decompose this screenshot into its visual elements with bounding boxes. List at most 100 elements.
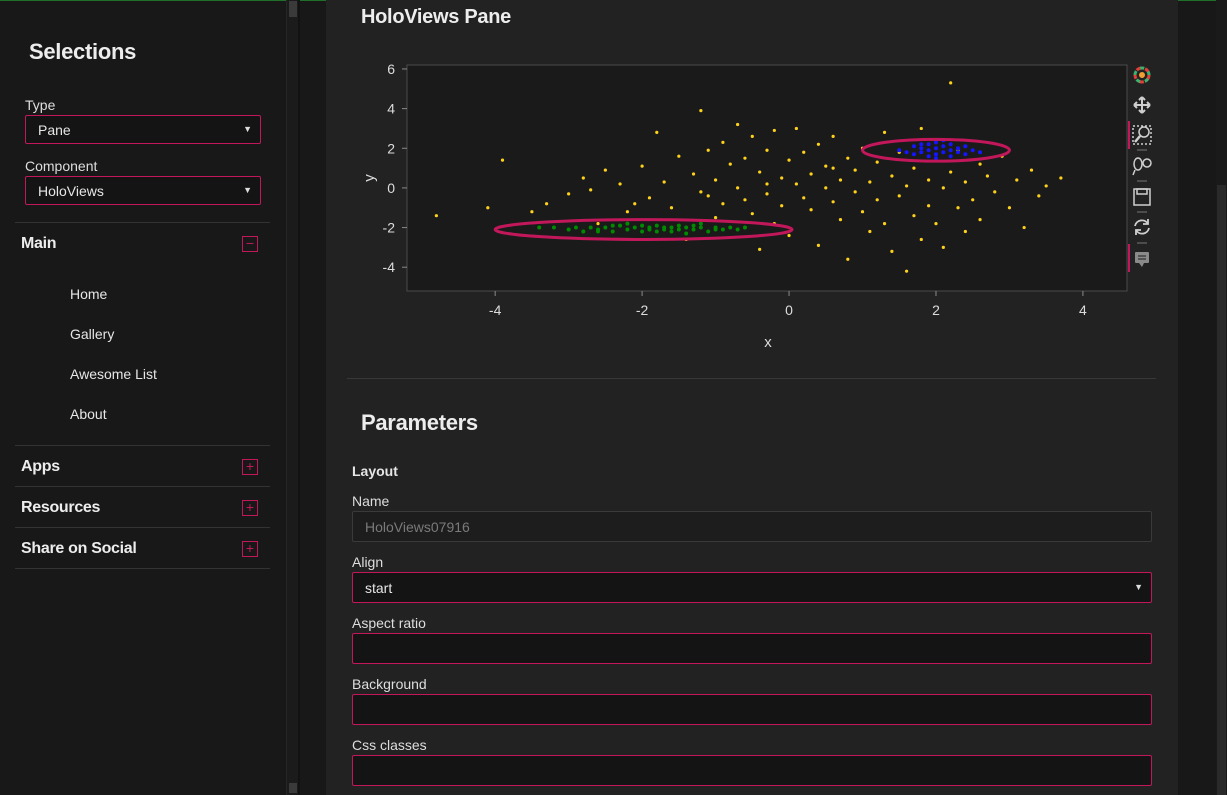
scatter-point (948, 142, 953, 147)
scatter-point (596, 229, 601, 234)
y-tick-label: 4 (387, 101, 395, 117)
scatter-point (662, 180, 666, 184)
aspect-ratio-field[interactable] (352, 633, 1152, 664)
scatter-point (780, 204, 784, 208)
background-label: Background (352, 676, 427, 692)
scatter-point (633, 202, 637, 206)
scatter-point (963, 229, 967, 234)
scatter-point (691, 223, 696, 228)
scatter-point (780, 176, 784, 180)
scatter-point (971, 198, 975, 202)
scatter-point (838, 218, 843, 222)
plot-area[interactable] (406, 64, 1128, 292)
scatter-point (706, 148, 710, 152)
background-field[interactable] (352, 694, 1152, 725)
section-resources[interactable]: Resources + (15, 486, 270, 527)
chevron-down-icon: ▼ (243, 185, 252, 195)
align-select-value: start (365, 580, 393, 596)
scatter-point (919, 150, 924, 155)
scatter-point (647, 225, 652, 230)
pan-icon[interactable] (1133, 96, 1151, 114)
scatter-point (772, 128, 776, 133)
section-resources-label: Resources (21, 499, 101, 516)
scatter-point (669, 206, 674, 210)
scatter-point (735, 227, 740, 232)
scatter-point (904, 184, 909, 188)
scatter-point (589, 188, 593, 192)
reset-icon[interactable] (1134, 219, 1150, 235)
sidebar-scrollbar-arrow[interactable] (289, 783, 297, 793)
scatter-point (618, 223, 623, 228)
scatter-point (677, 154, 681, 158)
y-axis: 6 4 2 0 -2 -4 (383, 61, 407, 275)
scatter-point (949, 81, 953, 85)
scatter-points (434, 81, 1063, 273)
collapse-icon[interactable]: − (242, 236, 258, 252)
scatter-point (728, 162, 732, 166)
expand-icon[interactable]: + (242, 459, 258, 475)
component-label: Component (25, 158, 98, 174)
scatter-point (742, 225, 747, 230)
scatter-point (691, 172, 696, 176)
section-main[interactable]: Main − (15, 222, 270, 263)
scatter-point (897, 194, 901, 198)
scatter-point (926, 154, 931, 159)
sidebar-title: Selections (29, 39, 137, 64)
lasso-select-icon[interactable] (1132, 157, 1152, 176)
component-select[interactable]: HoloViews ▼ (25, 176, 261, 205)
scatter-point (640, 223, 645, 228)
type-select[interactable]: Pane ▼ (25, 115, 261, 144)
scatter-point (882, 130, 887, 135)
css-classes-field[interactable] (352, 755, 1152, 786)
scatter-point (802, 196, 806, 200)
scatter-point (567, 192, 571, 196)
nav-link-gallery[interactable]: Gallery (70, 326, 115, 342)
scatter-point (970, 148, 975, 153)
scatter-point (831, 200, 835, 204)
scatter-point (890, 174, 894, 178)
nav-link-home[interactable]: Home (70, 286, 108, 302)
scatter-point (809, 208, 813, 212)
expand-icon[interactable]: + (242, 541, 258, 557)
type-label: Type (25, 97, 56, 113)
scatter-point (956, 206, 960, 210)
sidebar-scrollbar-thumb[interactable] (289, 1, 297, 17)
scatter-point (647, 196, 652, 200)
hover-icon[interactable] (1135, 252, 1149, 267)
scatter-point (713, 216, 718, 220)
scatter-point (919, 146, 924, 151)
scatter-point (758, 247, 762, 251)
box-zoom-icon[interactable] (1132, 125, 1152, 145)
scatter-point (581, 229, 586, 234)
scatter-point (941, 245, 945, 249)
scatter-point (963, 144, 968, 149)
name-field-value: HoloViews07916 (365, 519, 470, 535)
save-icon[interactable] (1133, 188, 1151, 206)
type-select-value: Pane (38, 122, 71, 138)
holoviews-plot[interactable]: 6 4 2 0 -2 -4 -4 -2 0 2 4 x y (340, 55, 1160, 355)
scatter-point (486, 206, 490, 210)
y-axis-label: y (361, 174, 378, 182)
scatter-point (949, 170, 953, 174)
section-share-on-social[interactable]: Share on Social + (15, 527, 270, 568)
section-main-label: Main (21, 235, 57, 252)
scatter-point (978, 150, 983, 155)
nav-link-awesome-list[interactable]: Awesome List (70, 366, 157, 382)
x-tick-label: -4 (489, 302, 502, 318)
css-classes-label: Css classes (352, 737, 427, 753)
expand-icon[interactable]: + (242, 500, 258, 516)
scatter-point (824, 164, 828, 168)
scatter-point (537, 225, 542, 230)
sidebar-scrollbar[interactable] (286, 0, 299, 795)
section-apps[interactable]: Apps + (15, 445, 270, 486)
page-title: HoloViews Pane (361, 6, 511, 28)
bokeh-logo-icon[interactable] (1133, 66, 1151, 84)
page-scrollbar-thumb[interactable] (1217, 185, 1226, 795)
scatter-point (1037, 194, 1041, 198)
scatter-point (919, 142, 924, 147)
nav-link-about[interactable]: About (70, 406, 107, 422)
scatter-point (868, 229, 872, 234)
scatter-point (890, 249, 894, 253)
scatter-point (721, 140, 725, 144)
align-select[interactable]: start ▼ (352, 572, 1152, 603)
